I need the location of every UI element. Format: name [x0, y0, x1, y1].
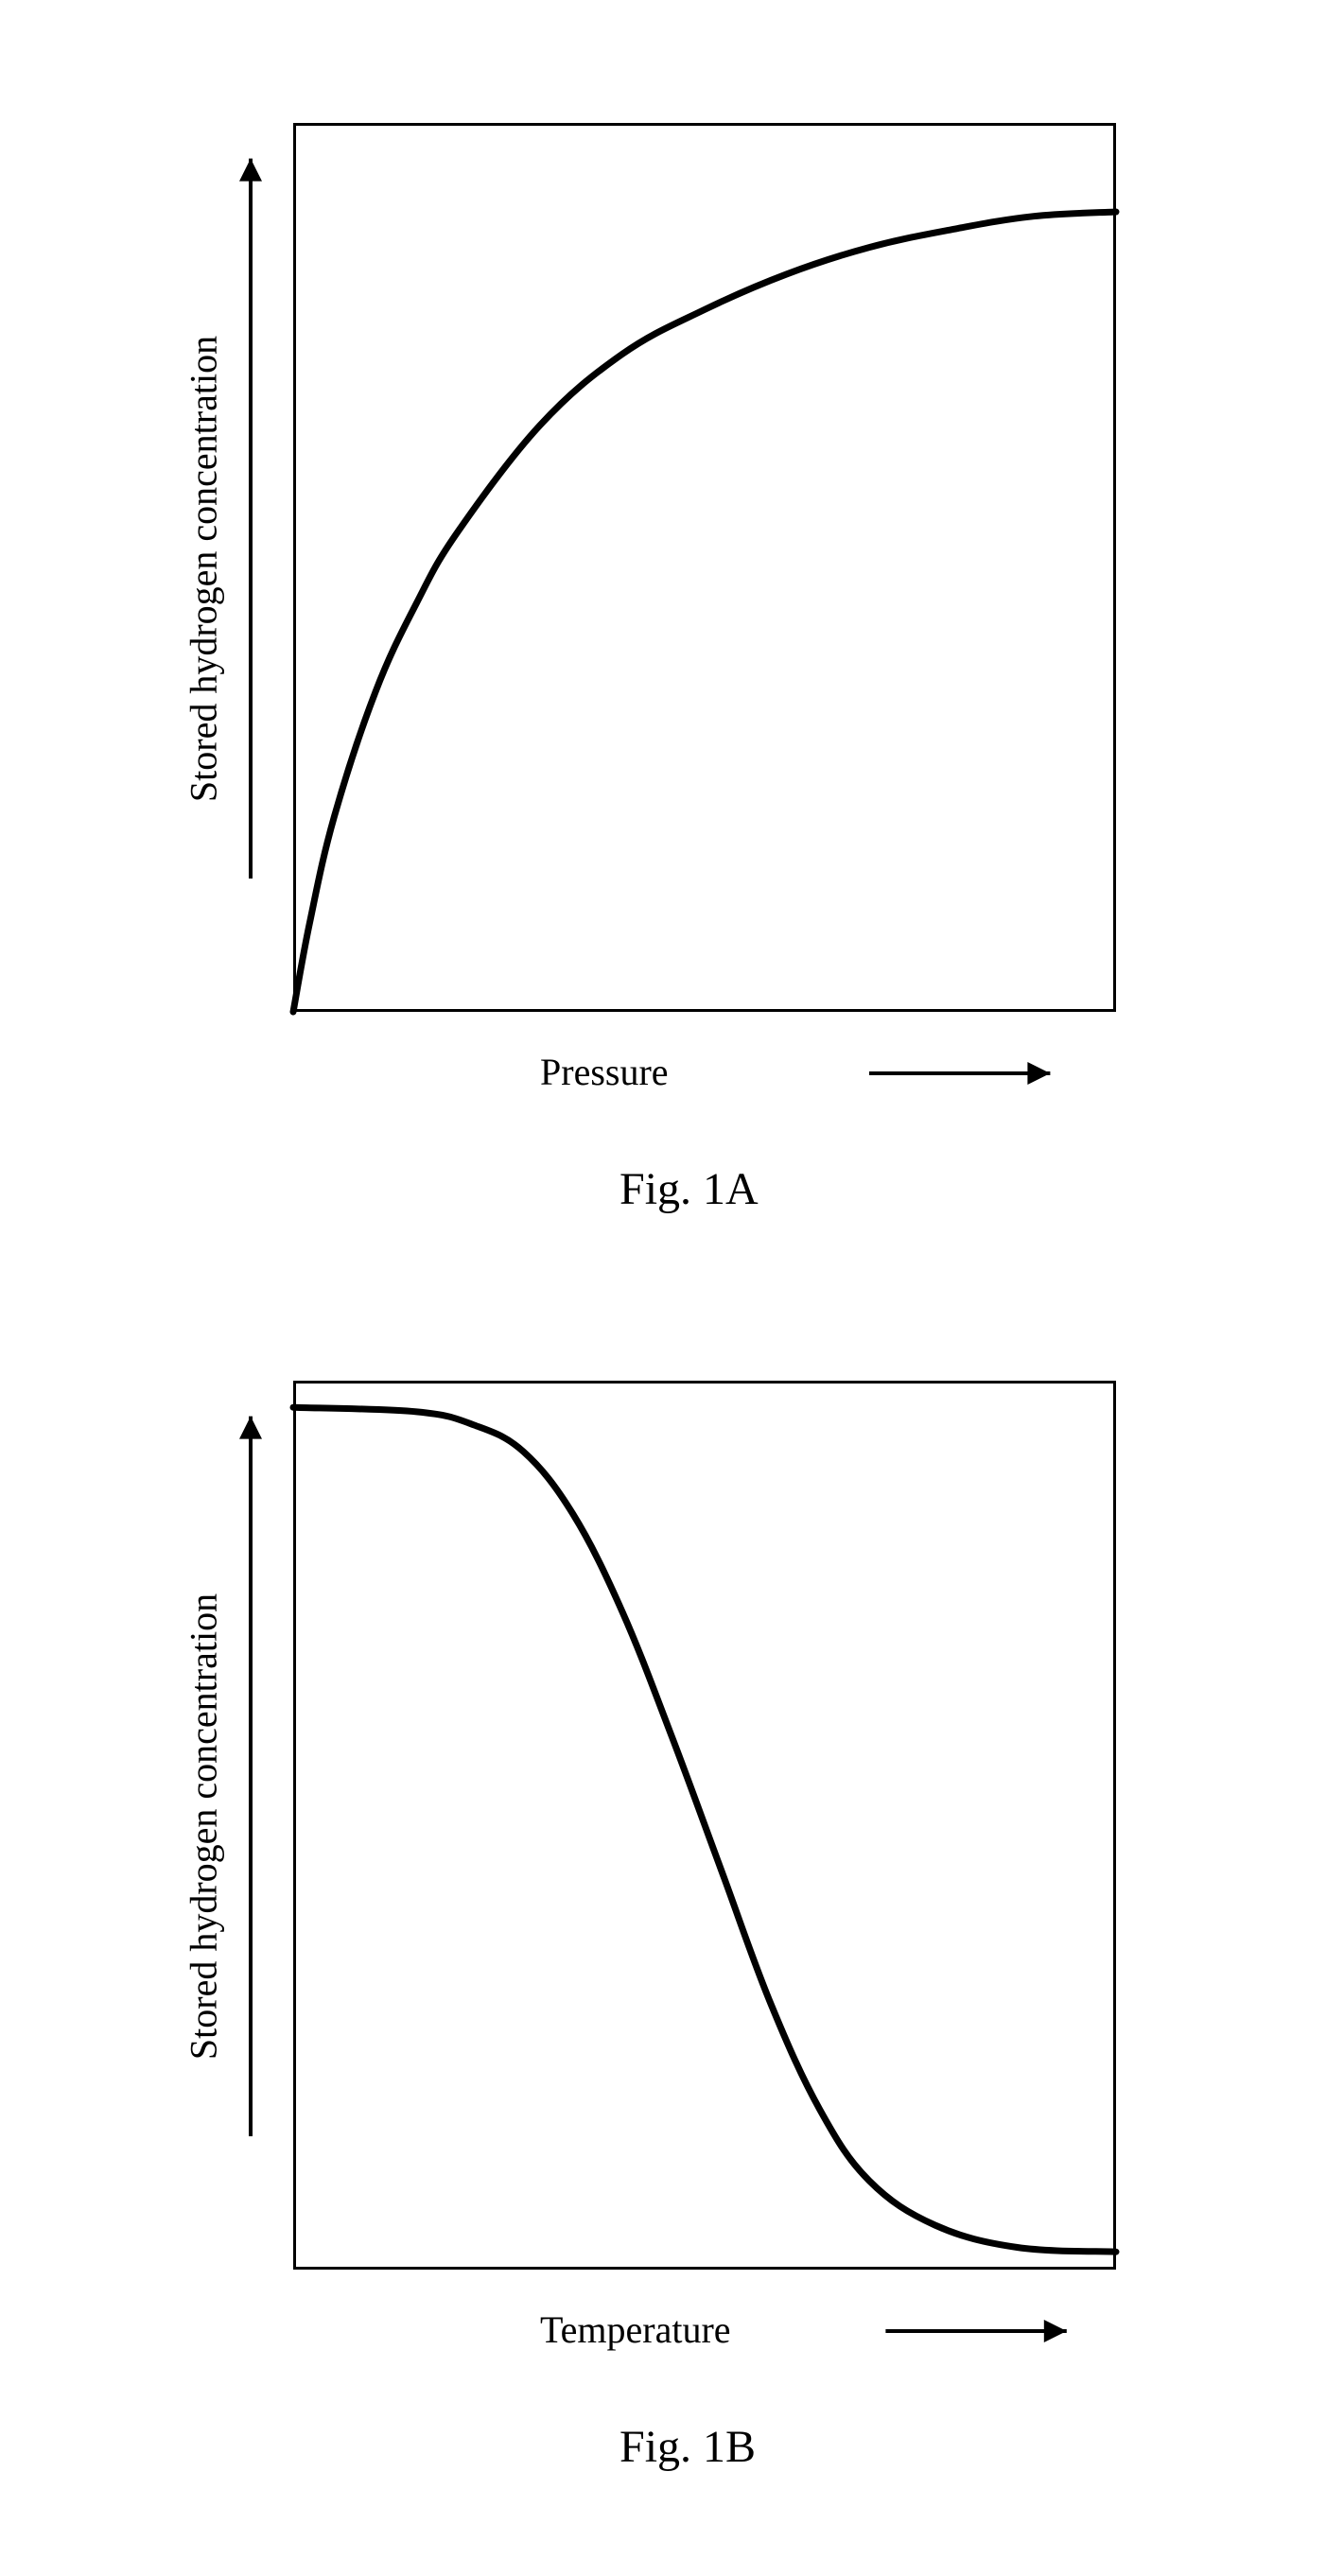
- chart-b-x-label: Temperature: [540, 2307, 731, 2352]
- chart-b-y-label: Stored hydrogen concentration: [182, 1543, 226, 2111]
- chart-b-caption: Fig. 1B: [619, 2421, 756, 2473]
- page-root: Stored hydrogen concentration Pressure F…: [0, 0, 1326, 2576]
- chart-b-x-arrow-icon: [0, 0, 1326, 2576]
